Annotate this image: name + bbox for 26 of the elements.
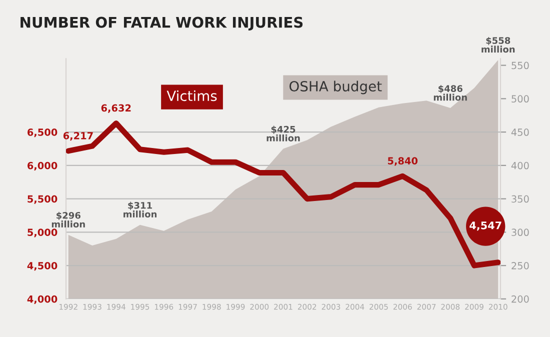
data-label: 4,547 <box>470 222 502 231</box>
y-tick-label: 6,500 <box>28 128 58 138</box>
data-label: 6,217 <box>63 132 93 141</box>
data-label: $296 million <box>52 212 85 228</box>
data-label: $486 million <box>434 85 467 101</box>
chart-title: NUMBER OF FATAL WORK INJURIES <box>20 16 303 31</box>
data-label: 5,840 <box>388 157 418 166</box>
y2-tick-label: 300 <box>512 228 529 236</box>
y2-tick-label: 250 <box>512 262 529 270</box>
data-label: 6,632 <box>101 104 131 113</box>
data-label: $558 million <box>482 36 515 53</box>
y-tick-label: 6,000 <box>28 162 58 171</box>
y2-tick-label: 200 <box>512 295 529 303</box>
data-label: $425 million <box>266 126 300 142</box>
y2-tick-label: 450 <box>511 128 529 136</box>
text: Victims <box>166 90 217 102</box>
y-tick-label: 5,000 <box>28 228 58 238</box>
y-tick-label: 4,000 <box>27 295 58 304</box>
y2-tick-label: 400 <box>511 162 529 170</box>
y-tick-label: 4,500 <box>27 262 58 271</box>
y2-tick-label: 350 <box>512 195 529 203</box>
data-label: $311 million <box>124 202 157 218</box>
y2-tick-label: 500 <box>512 95 529 103</box>
y2-tick-label: 550 <box>512 62 529 70</box>
series-label: OSHA budget <box>289 80 382 94</box>
y-tick-label: 5,500 <box>28 195 58 204</box>
